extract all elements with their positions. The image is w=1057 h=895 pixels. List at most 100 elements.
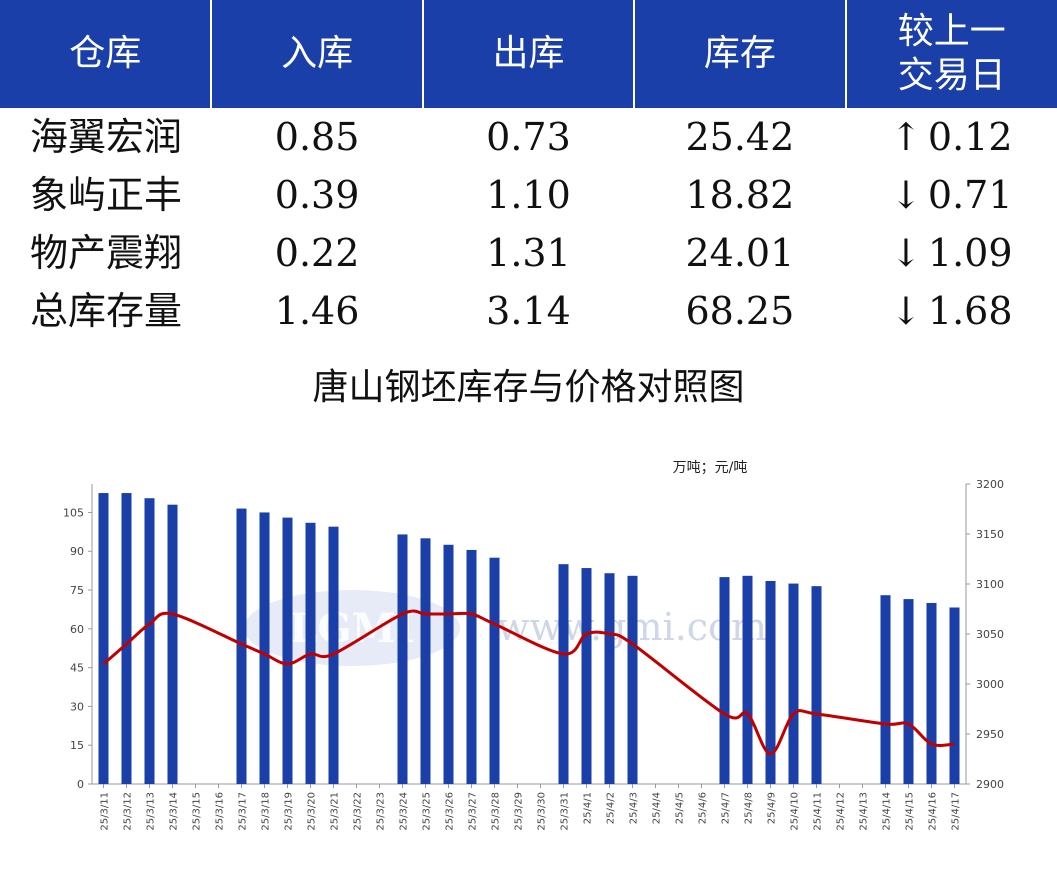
- price-line: [102, 609, 955, 756]
- outbound-value: 3.14: [486, 289, 571, 333]
- stock-bar: [466, 549, 477, 784]
- warehouse-name: 物产震翔: [30, 231, 183, 275]
- stock-bar: [282, 517, 293, 784]
- x-tick-label: 25/3/29: [514, 792, 525, 831]
- x-tick-label: 25/4/2: [606, 792, 617, 824]
- stock-bar: [926, 602, 937, 784]
- stock-value: 25.42: [685, 115, 795, 159]
- y-left-tick-label: 105: [63, 506, 84, 519]
- warehouse-name: 海翼宏润: [30, 115, 183, 159]
- inbound-value: 1.46: [274, 289, 360, 333]
- outbound-value: 0.73: [486, 115, 571, 159]
- inbound-value: 0.22: [274, 231, 360, 275]
- x-tick-label: 25/4/15: [905, 792, 916, 831]
- y-right-tick-label: 3050: [976, 628, 1004, 641]
- stock-bar: [443, 544, 454, 784]
- table-row: 总库存量 1.46 3.14 68.25 ↓ 1.68: [0, 282, 1057, 340]
- warehouse-name: 象屿正丰: [30, 173, 183, 217]
- stock-bar: [811, 586, 822, 784]
- stock-bar: [719, 577, 730, 784]
- warehouse-name: 总库存量: [30, 289, 183, 333]
- x-tick-label: 25/4/3: [629, 792, 640, 824]
- x-tick-label: 25/3/15: [192, 792, 203, 831]
- stock-bar: [788, 583, 799, 784]
- stock-bar: [627, 575, 638, 784]
- y-right-tick-label: 3000: [976, 678, 1004, 691]
- up-arrow-icon: ↑: [890, 115, 922, 159]
- table-row: 海翼宏润 0.85 0.73 25.42 ↑ 0.12: [0, 108, 1057, 166]
- stock-bar: [903, 599, 914, 784]
- y-right-tick-label: 3200: [976, 478, 1004, 491]
- change-cell: ↑ 0.12: [846, 108, 1057, 166]
- stock-bar: [121, 493, 132, 784]
- x-tick-label: 25/3/24: [399, 792, 410, 831]
- change-cell: ↓ 1.68: [846, 282, 1057, 340]
- x-tick-label: 25/3/12: [123, 792, 134, 831]
- y-left-tick-label: 0: [77, 778, 84, 791]
- chart-title: 唐山钢坯库存与价格对照图: [312, 367, 745, 408]
- x-tick-label: 25/4/7: [721, 792, 732, 824]
- stock-bar: [397, 534, 408, 784]
- x-tick-label: 25/4/10: [790, 792, 801, 831]
- stock-bar: [167, 504, 178, 784]
- line-series: [102, 609, 955, 756]
- x-tick-label: 25/3/25: [422, 792, 433, 831]
- change-value: 1.68: [927, 289, 1013, 333]
- outbound-value: 1.31: [486, 231, 571, 275]
- stock-bar: [880, 595, 891, 784]
- y-left-tick-label: 90: [70, 545, 84, 558]
- inventory-table: 仓库 入库 出库 库存 较上一交易日 海翼宏润 0.85 0.73 25.42 …: [0, 0, 1057, 340]
- stock-bar: [558, 564, 569, 784]
- x-tick-label: 25/3/27: [468, 792, 479, 831]
- change-value: 0.71: [927, 173, 1013, 217]
- x-tick-label: 25/4/12: [836, 792, 847, 831]
- y-left-tick-label: 60: [70, 623, 84, 636]
- x-tick-label: 25/3/31: [560, 792, 571, 831]
- stock-bar: [581, 568, 592, 784]
- y-right-tick-label: 3100: [976, 578, 1004, 591]
- x-tick-label: 25/3/19: [284, 792, 295, 831]
- x-tick-label: 25/4/1: [583, 792, 594, 824]
- x-tick-label: 25/3/21: [330, 792, 341, 831]
- header-warehouse: 仓库: [0, 0, 213, 108]
- x-tick-label: 25/3/22: [353, 792, 364, 831]
- bar-series: [98, 493, 960, 784]
- stock-value: 68.25: [685, 289, 795, 333]
- header-change-label: 较上一交易日: [897, 11, 1006, 96]
- y-left-tick-label: 75: [70, 584, 84, 597]
- x-tick-label: 25/3/17: [238, 792, 249, 831]
- stock-bar: [259, 512, 270, 784]
- table-header-row: 仓库 入库 出库 库存 较上一交易日: [0, 0, 1057, 108]
- header-change: 较上一交易日: [845, 0, 1057, 108]
- x-tick-label: 25/3/13: [146, 792, 157, 831]
- inbound-value: 0.85: [274, 115, 360, 159]
- chart-area: LGMI www.gmi.com 01530456075901052900295…: [0, 340, 1057, 895]
- x-tick-label: 25/3/26: [445, 792, 456, 831]
- x-tick-label: 25/4/4: [652, 792, 663, 824]
- down-arrow-icon: ↓: [890, 289, 922, 333]
- stock-bar: [144, 498, 155, 784]
- stock-bar: [604, 573, 615, 784]
- unit-label: 万吨；元/吨: [673, 460, 748, 476]
- x-tick-label: 25/3/30: [537, 792, 548, 831]
- stock-value: 18.82: [685, 173, 795, 217]
- x-tick-label: 25/4/8: [744, 792, 755, 824]
- stock-bar: [949, 607, 960, 784]
- table-row: 象屿正丰 0.39 1.10 18.82 ↓ 0.71: [0, 166, 1057, 224]
- down-arrow-icon: ↓: [890, 231, 922, 275]
- header-outbound: 出库: [422, 0, 636, 108]
- x-tick-label: 25/3/20: [307, 792, 318, 831]
- stock-bar: [98, 493, 109, 784]
- header-stock: 库存: [634, 0, 847, 108]
- x-tick-label: 25/4/5: [675, 792, 686, 824]
- y-left-tick-label: 15: [70, 739, 84, 752]
- stock-bar: [236, 508, 247, 784]
- x-tick-label: 25/4/11: [813, 792, 824, 831]
- y-right-tick-label: 3150: [976, 528, 1004, 541]
- x-tick-label: 25/3/14: [169, 792, 180, 831]
- change-cell: ↓ 0.71: [846, 166, 1057, 224]
- x-tick-label: 25/4/9: [767, 792, 778, 824]
- stock-value: 24.01: [685, 231, 795, 275]
- y-right-tick-label: 2900: [976, 778, 1004, 791]
- change-value: 0.12: [927, 115, 1013, 159]
